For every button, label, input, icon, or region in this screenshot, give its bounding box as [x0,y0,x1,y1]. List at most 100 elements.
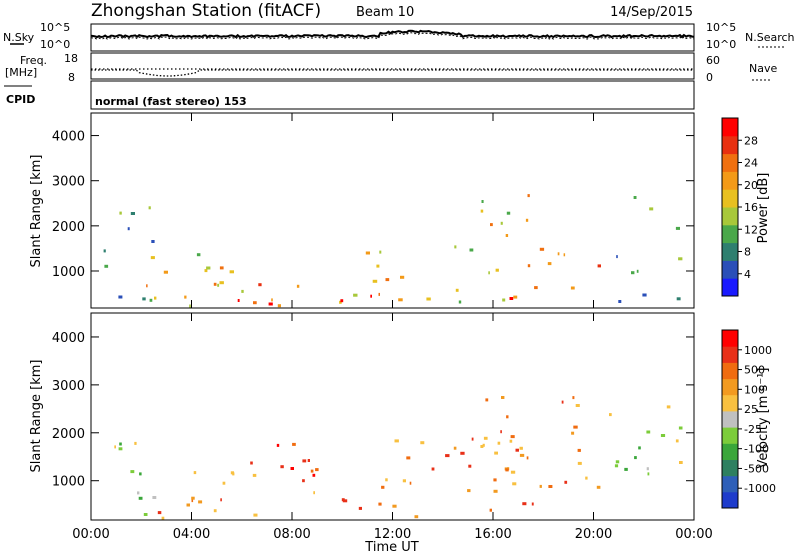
colorbar-swatch [722,189,738,208]
velocity-colorbar-label: Velocity [m s⁻¹] [756,368,771,469]
data-cell [378,292,380,296]
data-cell [510,470,516,474]
power-ylabel: Slant Range [km] [29,155,44,268]
data-cell [193,471,197,475]
colorbar-tick-label: 25 [744,403,758,416]
data-cell [646,467,649,471]
data-cell [634,456,637,460]
data-cell [509,439,513,443]
power-panel-frame [90,112,695,309]
data-cell [232,472,235,476]
data-cell [506,211,511,215]
data-cell [130,470,135,474]
data-cell [315,468,319,472]
data-cell [184,295,187,299]
data-cell [512,482,517,486]
data-cell [564,480,568,484]
data-cell [157,511,162,515]
nsky-label: N.Sky [3,31,35,44]
beam-label: Beam 10 [356,5,414,20]
data-cell [151,240,155,243]
data-cell [103,249,106,253]
velocity-data-cells [114,396,683,520]
data-cell [561,400,564,404]
data-cell [522,502,527,506]
x-tick-label: 08:00 [273,527,310,542]
station-title: Zhongshan Station (fitACF) [91,1,321,21]
data-cell [189,304,191,308]
data-cell [596,485,601,489]
data-cell [453,446,457,450]
colorbar-swatch [722,427,738,444]
data-cell [679,461,683,464]
data-cell [548,485,553,488]
colorbar-frame [721,329,739,509]
data-cell [482,443,485,447]
y-tick-label: 2000 [52,427,85,442]
data-cell [372,279,378,283]
data-cell [509,297,514,300]
data-cell [213,282,217,286]
data-cell [241,289,244,293]
colorbar-swatch [722,242,738,261]
data-cell [501,396,505,399]
data-cell [609,413,612,417]
data-cell [127,227,130,231]
noise-tick-lo-right: 10^0 [706,38,736,51]
data-cell [271,298,273,302]
data-cell [409,481,412,485]
nave-label: Nave [749,62,777,75]
data-cell [497,441,501,445]
data-cell [500,430,502,434]
time-axis-labels: 00:00 04:00 08:00 12:00 16:00 20:00 00:00 [72,527,712,542]
data-cell [378,502,382,506]
data-cell [222,481,226,485]
data-cell [186,503,190,507]
data-cell [134,441,137,445]
data-cell [406,456,411,460]
data-cell [392,504,397,508]
power-colorbar: Power [dB] 4 8 12 16 20 24 28 [721,117,771,297]
data-cell [431,467,435,471]
data-cell [506,415,509,419]
data-cell [573,425,578,429]
cpid-label: CPID [6,93,35,106]
data-cell [385,478,388,482]
data-cell [146,284,148,288]
colorbar-swatch [722,346,738,363]
data-cell [370,294,372,298]
data-cell [253,513,258,517]
data-cell [646,430,651,434]
freq-tick-lo: 8 [68,71,75,84]
data-cell [252,473,257,477]
colorbar-swatch [722,378,738,396]
data-cell [485,398,489,402]
colorbar-tick-label: 20 [744,179,758,192]
data-cell [154,296,157,300]
data-cell [376,264,380,268]
data-cell [675,226,680,230]
data-cell [163,270,168,274]
y-tick-label: 3000 [52,175,85,190]
colorbar-swatch [722,443,738,460]
colorbar-tick-label: -500 [744,462,769,475]
data-cell [149,298,153,302]
data-cell [633,196,637,199]
data-cell [198,500,203,504]
nsky-trace [90,29,695,39]
data-cell [253,301,257,305]
data-cell [458,300,462,304]
data-cell [217,283,220,287]
colorbar-swatch [722,135,738,155]
x-tick-label: 04:00 [173,527,210,542]
data-cell [493,489,498,493]
data-cell [624,467,628,471]
data-cell [277,304,281,308]
x-tick-label: 00:00 [72,527,109,542]
data-cell [480,445,484,448]
data-cell [339,300,342,304]
noise-tick-hi-right: 10^5 [706,21,736,34]
velocity-colorbar: Velocity [m s⁻¹] 1000 500 100 25 -25 -100 -500… [721,329,776,509]
data-cell [237,299,240,302]
